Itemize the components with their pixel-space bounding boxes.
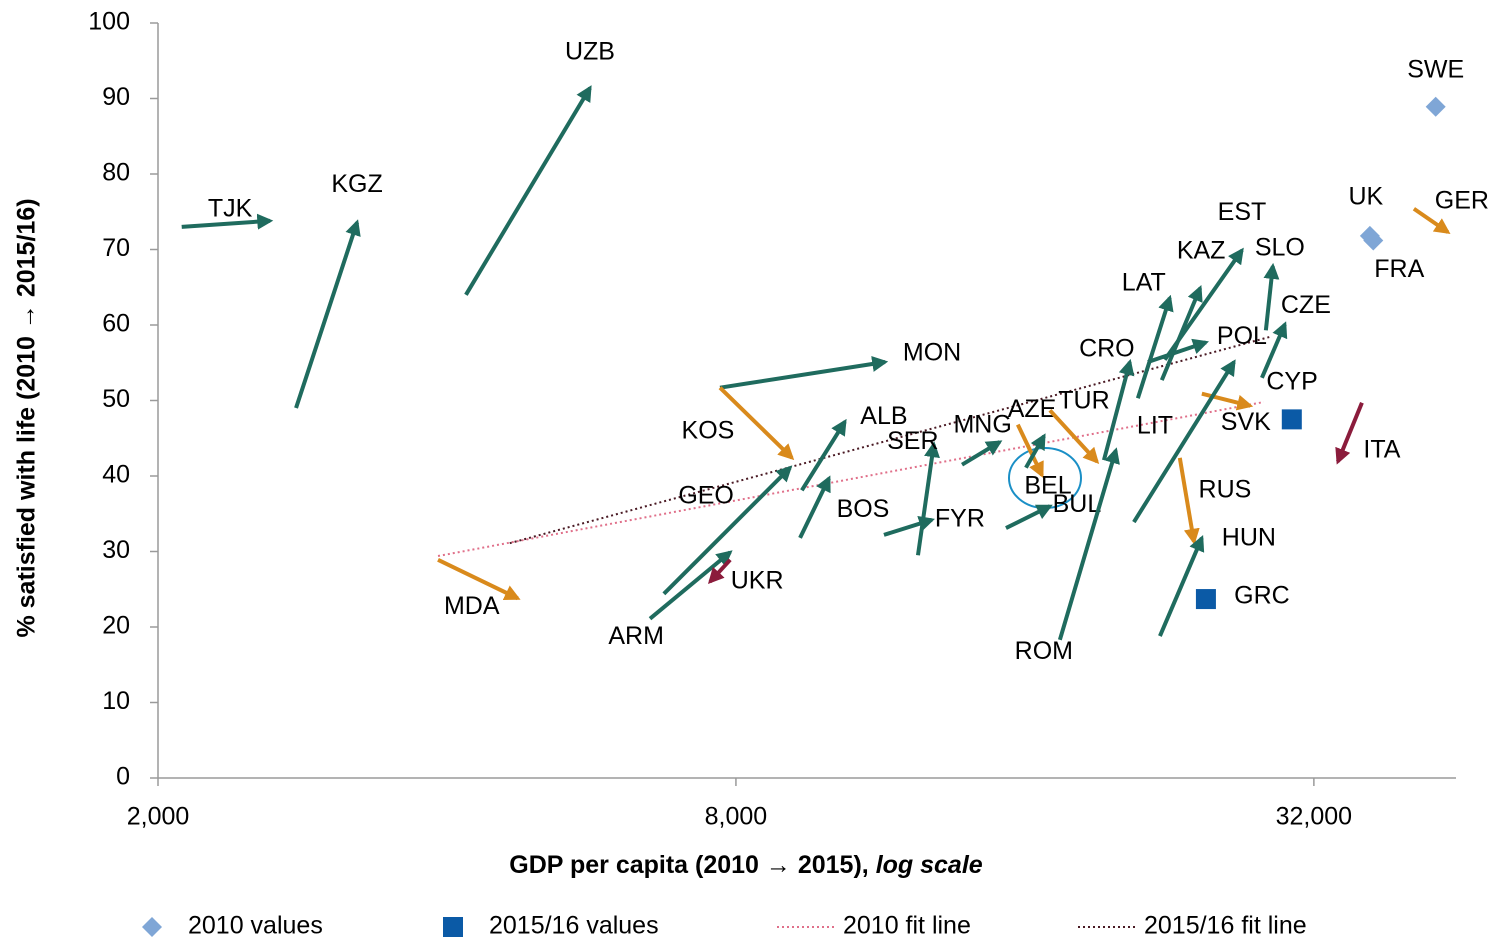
country-label: POL [1217, 322, 1267, 350]
point-diamond [1425, 96, 1446, 117]
change-arrow [1201, 391, 1254, 411]
country-label: CZE [1281, 291, 1331, 319]
x-axis-label-main: GDP per capita (2010 → 2015), [509, 851, 868, 879]
country-label: SVK [1221, 408, 1271, 436]
change-arrow [1132, 359, 1236, 524]
y-tick-label: 0 [116, 763, 130, 791]
y-axis-label: % satisfied with life (2010 → 2015/16) [13, 198, 41, 637]
y-tick-label: 40 [102, 461, 130, 489]
change-arrow [662, 465, 793, 596]
country-label: ARM [608, 622, 664, 650]
change-arrow [1135, 294, 1174, 399]
country-label: MON [903, 339, 961, 367]
point-square [1281, 409, 1302, 430]
change-arrow [1016, 423, 1044, 479]
country-label: MNG [953, 411, 1011, 439]
country-label: AZE [1008, 395, 1057, 423]
change-arrow [1057, 447, 1120, 641]
change-arrow [915, 441, 940, 556]
country-label: KGZ [331, 170, 382, 198]
x-tick-label: 2,000 [127, 803, 190, 831]
change-arrow [719, 356, 889, 390]
y-tick-label: 80 [102, 159, 130, 187]
country-label: ROM [1015, 637, 1073, 665]
point-square [1195, 589, 1216, 610]
change-arrow [648, 550, 733, 621]
x-axis-label-note: log scale [876, 851, 983, 879]
change-arrow [1335, 402, 1364, 465]
change-arrow [1163, 247, 1244, 361]
y-tick-label: 60 [102, 310, 130, 338]
change-arrow [800, 418, 847, 492]
change-arrow [1024, 433, 1046, 469]
y-tick-label: 10 [102, 687, 130, 715]
change-arrow [960, 440, 1003, 467]
country-label: BOS [837, 495, 890, 523]
legend-marker [142, 917, 162, 937]
x-tick-label: 32,000 [1276, 803, 1352, 831]
country-label: KAZ [1177, 237, 1226, 265]
country-label: RUS [1199, 475, 1252, 503]
change-arrow [1102, 358, 1135, 461]
country-label: CYP [1266, 367, 1317, 395]
country-label: SER [887, 427, 938, 455]
country-label: SWE [1407, 55, 1464, 83]
point-diamond [1363, 230, 1384, 251]
change-arrow [1412, 207, 1451, 234]
country-label: UK [1348, 183, 1383, 211]
country-label: GEO [678, 481, 734, 509]
country-label: ALB [860, 402, 907, 430]
change-arrow [294, 219, 361, 409]
change-arrow [1048, 408, 1100, 465]
country-label: UZB [565, 38, 615, 66]
legend-label: 2015/16 values [489, 912, 659, 940]
country-label: BEL [1024, 472, 1071, 500]
change-arrow [1177, 457, 1200, 545]
country-label: GER [1435, 187, 1489, 215]
change-arrow [1005, 504, 1053, 530]
country-label: TJK [208, 194, 253, 222]
country-label: BUL [1053, 490, 1102, 518]
country-label: GRC [1234, 582, 1290, 610]
change-arrow [1260, 321, 1288, 379]
x-axis-label: GDP per capita (2010 → 2015), log scale [509, 851, 982, 879]
change-arrow [437, 558, 521, 601]
country-label: ITA [1363, 435, 1400, 463]
country-label: LIT [1137, 412, 1173, 440]
change-arrow [1158, 534, 1205, 637]
y-tick-label: 30 [102, 536, 130, 564]
change-arrow [883, 516, 935, 537]
country-label: LAT [1122, 268, 1166, 296]
country-label: KOS [682, 416, 735, 444]
fit-line [509, 335, 1273, 545]
y-tick-label: 100 [88, 8, 130, 36]
change-arrow [464, 85, 592, 296]
change-arrow [707, 558, 732, 585]
y-tick-label: 20 [102, 612, 130, 640]
country-label: FRA [1374, 255, 1424, 283]
change-arrow [1147, 338, 1209, 364]
legend-label: 2010 fit line [843, 912, 971, 940]
legend-label: 2015/16 fit line [1144, 912, 1307, 940]
y-tick-label: 90 [102, 83, 130, 111]
fit-line [437, 401, 1265, 558]
country-label: FYR [935, 504, 985, 532]
legend-marker [443, 917, 463, 937]
y-tick-label: 70 [102, 234, 130, 262]
change-arrow [798, 475, 831, 539]
country-label: TUR [1058, 386, 1109, 414]
legend-label: 2010 values [188, 912, 323, 940]
country-label: UKR [731, 566, 784, 594]
country-label: MDA [444, 592, 500, 620]
x-tick-label: 8,000 [705, 803, 768, 831]
country-label: HUN [1222, 524, 1276, 552]
change-arrow [181, 213, 274, 230]
change-arrow [1263, 262, 1280, 331]
country-label: EST [1218, 198, 1267, 226]
change-arrow [718, 386, 795, 461]
y-tick-label: 50 [102, 385, 130, 413]
country-label: CRO [1079, 335, 1135, 363]
country-label: SLO [1255, 234, 1305, 262]
